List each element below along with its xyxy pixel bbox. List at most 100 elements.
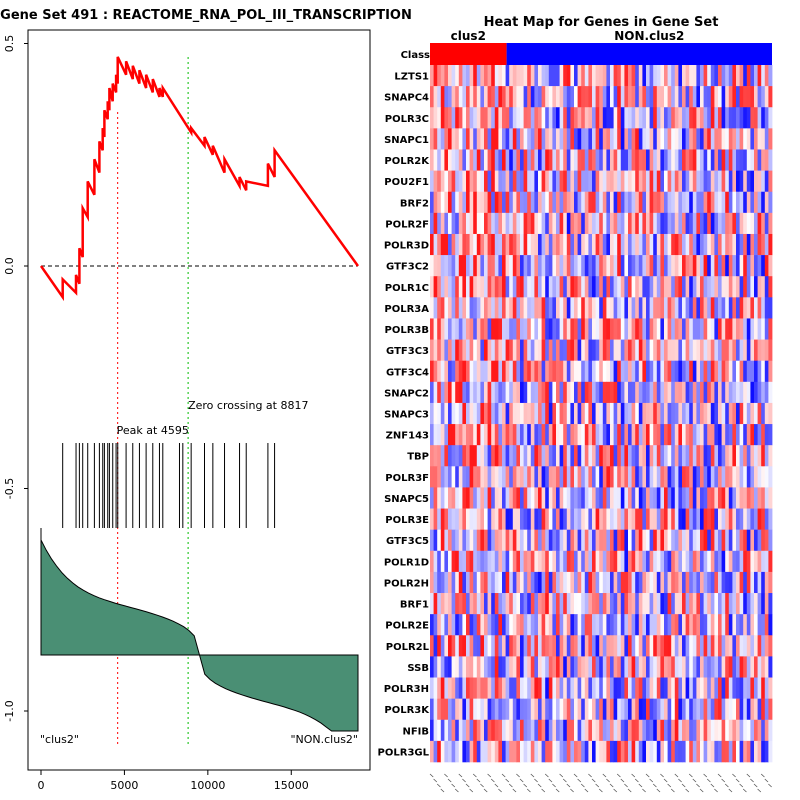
heatmap-cell [556, 149, 560, 171]
heatmap-cell [768, 656, 773, 678]
heatmap-cell [613, 656, 618, 678]
heatmap-cell [761, 276, 766, 298]
heatmap-cell [653, 445, 658, 467]
heatmap-cell [440, 698, 445, 721]
heatmap-cell [610, 339, 614, 361]
sample-label-mark [710, 783, 715, 788]
heatmap-cell [584, 593, 589, 615]
heatmap-cell [433, 740, 438, 763]
heatmap-cell [602, 360, 607, 383]
heatmap-cell [674, 381, 679, 404]
heatmap-cell [530, 381, 535, 404]
heatmap-cell [433, 445, 438, 467]
heatmap-cell [574, 698, 578, 721]
heatmap-cell [559, 339, 564, 361]
heatmap-cell [685, 445, 690, 467]
heatmap-cell [667, 445, 672, 467]
heatmap-cell [700, 65, 704, 87]
heatmap-cell [541, 86, 546, 108]
heatmap-cell [707, 318, 712, 340]
heatmap-cell [530, 128, 535, 150]
heatmap-cell [484, 360, 488, 383]
heatmap-cell [606, 107, 611, 129]
heatmap-cell [674, 529, 679, 552]
heatmap-cell [692, 255, 697, 277]
heatmap-cell [685, 656, 690, 678]
heatmap-cell [556, 487, 560, 509]
heatmap-cell [469, 550, 474, 573]
heatmap-cell [530, 656, 535, 678]
heatmap-cell [430, 360, 434, 383]
heatmap-cell [696, 445, 701, 467]
gene-label: TBP [407, 452, 429, 463]
heatmap-cell [638, 212, 643, 235]
heatmap-cell [664, 86, 668, 108]
sample-label-mark [667, 783, 672, 788]
heatmap-cell [448, 107, 452, 129]
heatmap-cell [649, 360, 654, 383]
heatmap-cell [754, 128, 758, 150]
heatmap-cell [595, 424, 600, 446]
heatmap-cell [660, 107, 665, 129]
heatmap-cell [610, 740, 614, 763]
heatmap-cell [620, 128, 625, 150]
heatmap-cell [674, 635, 679, 657]
heatmap-cell [736, 635, 740, 657]
heatmap-cell [674, 402, 679, 425]
heatmap-cell [538, 466, 542, 488]
heatmap-cell [574, 635, 578, 657]
heatmap-cell [563, 170, 568, 193]
heatmap-cell [538, 381, 542, 404]
heatmap-cell [728, 297, 733, 319]
heatmap-cell [437, 466, 442, 488]
heatmap-cell [502, 381, 506, 404]
heatmap-cell [678, 276, 683, 298]
heatmap-cell [469, 149, 474, 171]
heatmap-cell [754, 635, 758, 657]
heatmap-cell [469, 487, 474, 509]
heatmap-cell [487, 571, 492, 594]
heatmap-cell [746, 128, 751, 150]
enrichment-plot-title: Gene Set 491 : REACTOME_RNA_POL_III_TRAN… [0, 8, 412, 23]
heatmap-cell [437, 529, 442, 552]
sample-label-mark [537, 783, 542, 788]
heatmap-cell [624, 487, 629, 509]
heatmap-cell [584, 276, 589, 298]
heatmap-cell [624, 593, 629, 615]
heatmap-cell [494, 86, 499, 108]
heatmap-cell [620, 614, 625, 636]
heatmap-cell [502, 339, 506, 361]
heatmap-cell [473, 529, 478, 552]
heatmap-cell [505, 212, 510, 235]
sample-label-mark [742, 788, 747, 793]
heatmap-cell [559, 740, 564, 763]
heatmap-cell [728, 614, 733, 636]
heatmap-cell [696, 508, 701, 530]
heatmap-cell [523, 360, 528, 383]
heatmap-cell [689, 487, 694, 509]
heatmap-cell [714, 614, 719, 636]
heatmap-cell [505, 402, 510, 425]
heatmap-cell [437, 276, 442, 298]
heatmap-cell [750, 107, 755, 129]
heatmap-cell [696, 614, 701, 636]
heatmap-cell [728, 656, 733, 678]
heatmap-cell [599, 424, 604, 446]
heatmap-cell [440, 635, 445, 657]
heatmap-cell [548, 677, 553, 699]
heatmap-cell [581, 424, 586, 446]
heatmap-cell [642, 170, 647, 193]
heatmap-cell [520, 212, 524, 235]
heatmap-cell [671, 107, 676, 129]
heatmap-cell [692, 86, 697, 108]
heatmap-cell [599, 170, 604, 193]
heatmap-cell [566, 571, 571, 594]
heatmap-cell [570, 424, 575, 446]
heatmap-cell [448, 571, 452, 594]
heatmap-cell [484, 508, 488, 530]
heatmap-cell [746, 149, 751, 171]
heatmap-cell [674, 212, 679, 235]
heatmap-cell [444, 191, 449, 214]
heatmap-cell [610, 677, 614, 699]
heatmap-cell [602, 698, 607, 721]
